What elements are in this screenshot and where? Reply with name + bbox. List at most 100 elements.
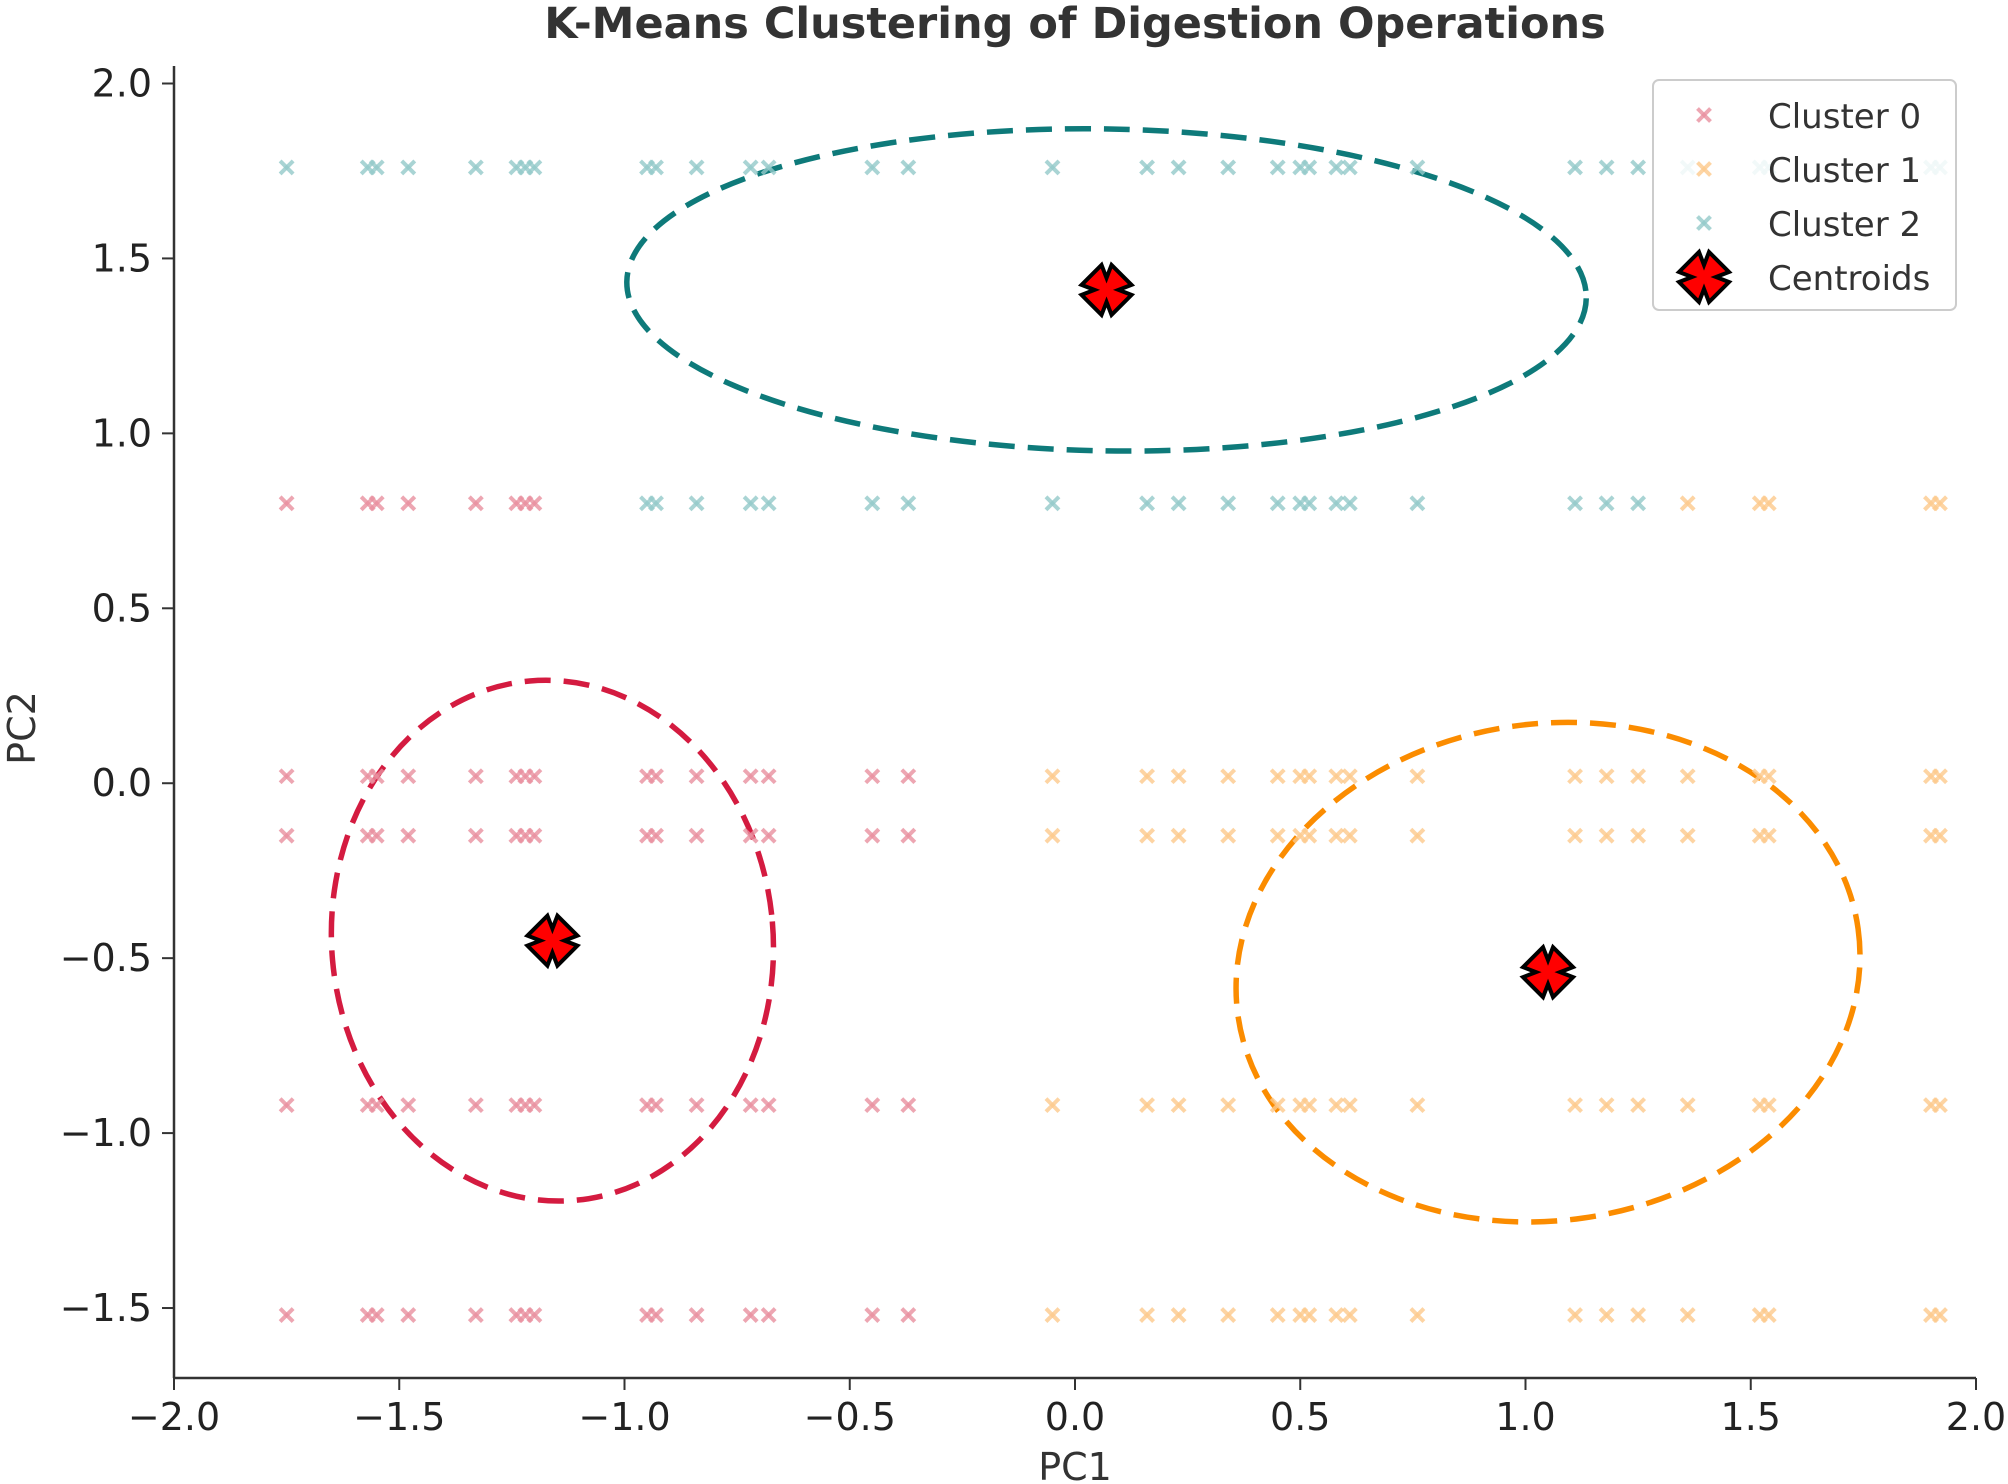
cluster-0-point (648, 827, 664, 844)
cluster-2-point (467, 159, 484, 176)
cluster-0-point (400, 827, 417, 844)
cluster-1-point (1139, 768, 1155, 785)
cluster-1-point (1170, 1097, 1187, 1114)
cluster-1-point (1220, 768, 1237, 785)
cluster-1-point (1567, 1307, 1583, 1323)
cluster-1-point (1328, 768, 1345, 785)
cluster-2-point (1567, 159, 1583, 176)
cluster-1-point (1328, 1307, 1345, 1323)
cluster-0-point (278, 495, 295, 512)
legend: Cluster 0 Cluster 1 Cluster 2 Centroids (1652, 79, 1957, 311)
cluster-1-point (1269, 768, 1286, 785)
x-tick-label: −1.5 (353, 1395, 445, 1439)
cluster-1-point (1567, 768, 1583, 785)
cluster-1-point (1932, 1097, 1948, 1114)
cluster-2-point (648, 495, 664, 512)
cluster-1-point (1301, 768, 1318, 785)
cluster-2-ellipse (624, 126, 1590, 454)
cluster-0-point (467, 827, 484, 844)
cluster-1-point (1341, 1097, 1358, 1114)
cluster-0-point (526, 1097, 543, 1114)
cluster-1-point (1044, 768, 1061, 785)
cluster-2-point (1409, 495, 1426, 512)
x-tick-label: −1.0 (578, 1395, 670, 1439)
cluster-1-point (1328, 1097, 1345, 1114)
cluster-1-point (1341, 1307, 1358, 1323)
cluster-0-point (400, 1307, 417, 1323)
cluster-0-point (278, 1307, 295, 1323)
cluster-1-point (1269, 827, 1286, 844)
cluster-0-point (368, 495, 385, 512)
cluster-0-point (864, 768, 881, 785)
chart-title: K-Means Clustering of Digestion Operatio… (544, 0, 1605, 49)
cluster-0-point (900, 768, 917, 785)
cluster-1-point (1341, 768, 1358, 785)
cluster-2-point (1044, 495, 1061, 512)
cluster-2-point (1341, 159, 1358, 176)
cluster-0-point (742, 1307, 759, 1323)
legend-cluster-0-marker (1696, 107, 1712, 123)
cluster-1-point (1679, 1307, 1696, 1323)
cluster-2-point (368, 159, 385, 176)
cluster-0-point (742, 1097, 759, 1114)
x-axis-ticks: −2.0 −1.5 −1.0 −0.5 0.0 0.5 1.0 1.5 2.0 (128, 1378, 2006, 1439)
cluster-1-point (1301, 827, 1318, 844)
cluster-1-point (1567, 827, 1583, 844)
legend-cluster-1-label: Cluster 1 (1768, 151, 1921, 191)
cluster-1-point (1170, 827, 1187, 844)
cluster-2-point (1409, 159, 1426, 176)
cluster-1-point (1328, 827, 1345, 844)
cluster-1-point (1679, 495, 1696, 512)
cluster-1-point (1044, 1307, 1061, 1323)
cluster-1-point (1679, 1097, 1696, 1114)
cluster-ellipses (328, 126, 1863, 1225)
cluster-2-point (1220, 159, 1237, 176)
y-axis-label: PC2 (0, 691, 44, 765)
centroid-1-marker (1519, 943, 1577, 1001)
cluster-2-point (900, 495, 917, 512)
cluster-0-point (760, 827, 777, 844)
x-axis-label: PC1 (1038, 1445, 1112, 1484)
cluster-0-point (742, 827, 759, 844)
cluster-1-point (1932, 495, 1948, 512)
cluster-0-point (900, 1097, 917, 1114)
cluster-0-point (400, 495, 417, 512)
cluster-1-point (1409, 827, 1426, 844)
x-tick-label: −0.5 (804, 1395, 896, 1439)
cluster-1-point (1760, 1307, 1777, 1323)
cluster-2-point (1269, 159, 1286, 176)
legend-cluster-1-marker (1696, 161, 1712, 177)
cluster-1-point (1044, 1097, 1061, 1114)
cluster-1-point (1170, 768, 1187, 785)
cluster-2-point (278, 159, 295, 176)
cluster-2-point (742, 495, 759, 512)
y-tick-label: 1.0 (92, 411, 152, 455)
legend-cluster-2-marker (1696, 215, 1712, 231)
cluster-0-point (526, 768, 543, 785)
cluster-2-point (864, 495, 881, 512)
cluster-0-point (688, 1307, 705, 1323)
cluster-0-point (368, 1097, 385, 1114)
y-tick-label: 0.5 (92, 586, 152, 630)
cluster-0-point (864, 827, 881, 844)
cluster-1-point (1220, 827, 1237, 844)
x-tick-label: 2.0 (1946, 1395, 2006, 1439)
cluster-2-point (1220, 495, 1237, 512)
cluster-2-point (1630, 159, 1647, 176)
cluster-2-point (400, 159, 417, 176)
cluster-1-point (1598, 1307, 1615, 1323)
cluster-1-point (1409, 768, 1426, 785)
cluster-0-point (467, 495, 484, 512)
cluster-2-point (1630, 495, 1647, 512)
cluster-0-point (688, 768, 705, 785)
cluster-1-point (1567, 1097, 1583, 1114)
cluster-0-point (526, 1307, 543, 1323)
cluster-0-point (400, 768, 417, 785)
cluster-1-point (1409, 1307, 1426, 1323)
x-tick-label: 1.0 (1495, 1395, 1555, 1439)
y-tick-label: −1.5 (60, 1286, 152, 1330)
cluster-1-point (1409, 1097, 1426, 1114)
cluster-1-point (1932, 827, 1948, 844)
cluster-1-point (1139, 1307, 1155, 1323)
